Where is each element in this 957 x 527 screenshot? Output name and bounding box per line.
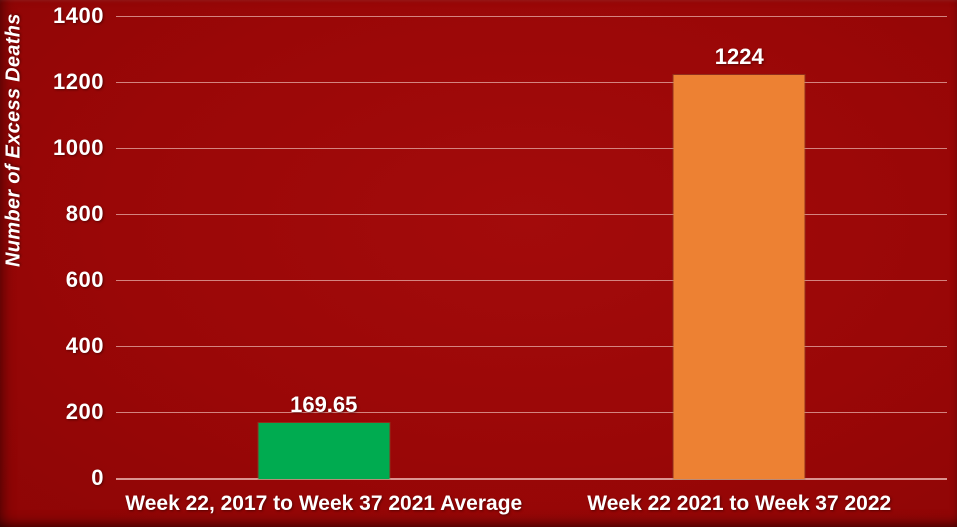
plot-area: 169.65 1224 bbox=[116, 16, 947, 480]
gridline-800 bbox=[116, 214, 947, 215]
y-tick-label-1400: 1400 bbox=[53, 3, 104, 28]
y-tick-label-1200: 1200 bbox=[53, 69, 104, 94]
gridline-1000 bbox=[116, 148, 947, 149]
bar-average bbox=[258, 423, 390, 479]
y-tick-label-200: 200 bbox=[65, 399, 104, 424]
gridline-200 bbox=[116, 412, 947, 413]
bar-2021-2022 bbox=[673, 75, 805, 479]
gridline-400 bbox=[116, 346, 947, 347]
y-tick-label-0: 0 bbox=[91, 465, 104, 490]
y-tick-label-600: 600 bbox=[65, 267, 104, 292]
data-label-average: 169.65 bbox=[290, 392, 358, 417]
y-tick-label-400: 400 bbox=[65, 333, 104, 358]
gridline-0 bbox=[116, 478, 947, 480]
gridline-600 bbox=[116, 280, 947, 281]
gridline-1200 bbox=[116, 82, 947, 83]
gridline-1400 bbox=[116, 16, 947, 17]
x-category-label-1: Week 22, 2017 to Week 37 2021 Average bbox=[125, 492, 523, 515]
y-tick-label-800: 800 bbox=[65, 201, 104, 226]
y-axis-title: Number of Excess Deaths bbox=[3, 13, 26, 267]
y-tick-label-1000: 1000 bbox=[53, 135, 104, 160]
x-category-label-2: Week 22 2021 to Week 37 2022 bbox=[587, 492, 892, 515]
data-label-2021-2022: 1224 bbox=[714, 44, 764, 69]
